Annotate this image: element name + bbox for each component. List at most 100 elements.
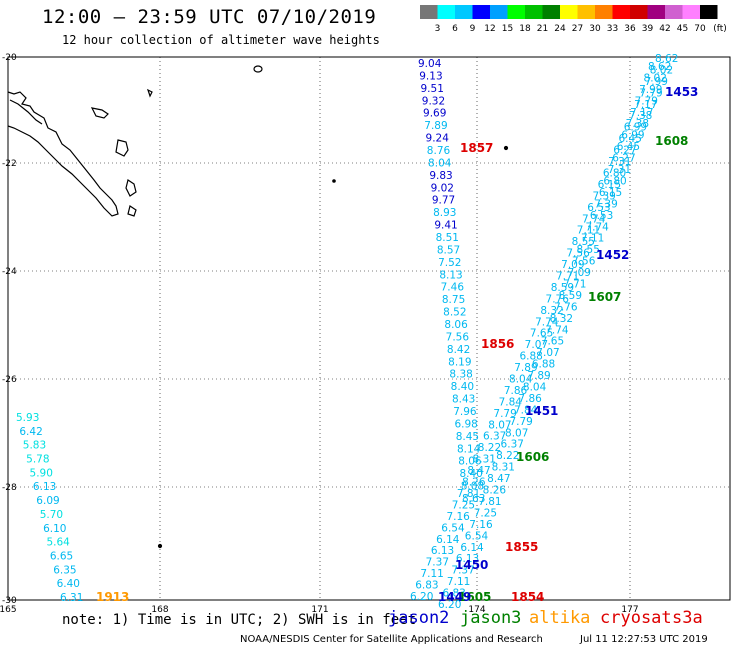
swh-value: 9.04 [418,58,442,70]
satellite-legend-item: s3a [672,608,703,628]
pass-time-label: 1453 [665,85,698,99]
loyalty-island-4 [127,205,137,217]
swh-value: 8.40 [459,468,482,480]
swh-value: 8.31 [473,454,496,466]
swh-value: 7.17 [634,99,657,111]
new-caledonia-coast-north [9,99,43,125]
swh-value: 8.08 [461,481,484,493]
swh-value: 7.09 [568,267,591,279]
scale-swatch [560,5,578,19]
swh-value: 8.52 [443,307,466,319]
scale-label: 45 [677,24,688,34]
swh-value: 8.42 [447,344,470,356]
swh-value: 8.75 [442,294,465,306]
swh-value: 7.81 [457,488,480,500]
swh-value: 7.11 [420,568,443,580]
hunter-island [332,179,336,183]
lon-label: 171 [311,605,328,615]
swh-value: 6.53 [587,202,610,214]
swh-value: 7.17 [630,107,653,119]
swh-value: 6.09 [36,495,59,507]
swh-value: 7.11 [581,233,604,245]
swh-value: 6.10 [43,523,66,535]
swh-value: 6.15 [599,187,622,199]
scale-swatch [455,5,473,19]
pass-time-label: 1607 [588,290,621,304]
swh-value: 5.93 [16,412,39,424]
swh-value: 7.16 [469,519,493,531]
swh-value: 7.37 [426,557,449,569]
pass-time-label: 1913 [96,590,129,604]
scale-swatch [542,5,560,19]
swh-value: 8.57 [437,244,460,256]
swh-value: 6.54 [441,522,465,534]
swh-value: 8.02 [650,64,673,76]
chart-title: 12:00 – 23:59 UTC 07/10/2019 [42,6,377,28]
swh-value: 6.99 [624,122,647,134]
swh-value: 9.32 [422,95,445,107]
color-scale-legend: 3 6 9 12 15 18 21 24 27 30 33 36 39 42 45 70 (ft) [420,5,727,34]
satellite-tracks: 9.049.139.519.329.697.899.248.768.049.83… [16,53,678,611]
swh-value: 8.07 [505,427,528,439]
scale-label: 18 [519,24,531,34]
swh-value: 7.38 [626,118,649,130]
swh-value: 6.35 [53,564,76,576]
swh-value: 8.13 [439,269,462,281]
swh-value: 6.83 [415,580,438,592]
swh-value: 9.13 [419,70,442,82]
swh-value: 7.74 [535,316,559,328]
swh-value: 6.99 [621,130,644,142]
swh-value: 6.65 [50,550,73,562]
swh-value: 7.89 [424,120,447,132]
scale-label: 36 [624,24,636,34]
lon-label: 174 [468,605,485,615]
swh-value: 6.83 [442,588,465,600]
swh-value: 5.83 [23,440,46,452]
scale-label: 3 [435,24,441,34]
swh-value: 7.11 [577,225,600,237]
swh-value: 7.76 [554,301,578,313]
swh-value: 7.31 [608,164,631,176]
swh-value: 7.71 [556,270,579,282]
satellite-legend-item: jason3 [460,608,522,628]
matthew-island [253,65,263,73]
swh-value: 7.25 [474,507,497,519]
scale-label: 12 [484,24,495,34]
scale-label: 9 [470,24,476,34]
satellite-legend-item: cryosat [600,608,672,628]
swh-value: 7.74 [585,221,609,233]
swh-value: 9.02 [431,182,454,194]
lat-label: -30 [2,596,17,606]
swh-value: 7.16 [446,511,470,523]
swh-value: 8.62 [655,53,678,65]
swh-value: 7.99 [639,84,662,96]
swh-value: 7.86 [504,385,528,397]
swh-value: 7.86 [518,393,542,405]
scale-swatch [472,5,490,19]
swh-value: 6.80 [603,167,626,179]
scale-swatch [490,5,508,19]
swh-value: 6.13 [33,481,56,493]
swh-value: 8.26 [483,485,507,497]
lat-label: -28 [2,483,17,493]
swh-value: 8.19 [448,356,471,368]
swh-value: 8.04 [509,374,533,386]
pass-time-label: 1606 [516,450,549,464]
swh-value: 8.38 [449,369,472,381]
swh-value: 7.76 [546,293,570,305]
swh-value: 6.37 [501,439,524,451]
scale-swatch [420,5,438,19]
pass-time-label: 1854 [511,590,544,604]
swh-value: 6.80 [603,175,626,187]
swh-value: 7.89 [514,362,537,374]
swh-value: 9.41 [434,220,457,232]
pass-time-label: 1856 [481,337,514,351]
swh-value: 6.14 [460,542,484,554]
swh-value: 6.53 [590,210,613,222]
swh-value: 8.06 [458,456,482,468]
map-frame [7,56,731,601]
swh-value: 8.62 [648,61,671,73]
scale-label: 70 [694,24,706,34]
scale-unit: (ft) [713,24,727,34]
loyalty-island-2 [115,139,129,157]
